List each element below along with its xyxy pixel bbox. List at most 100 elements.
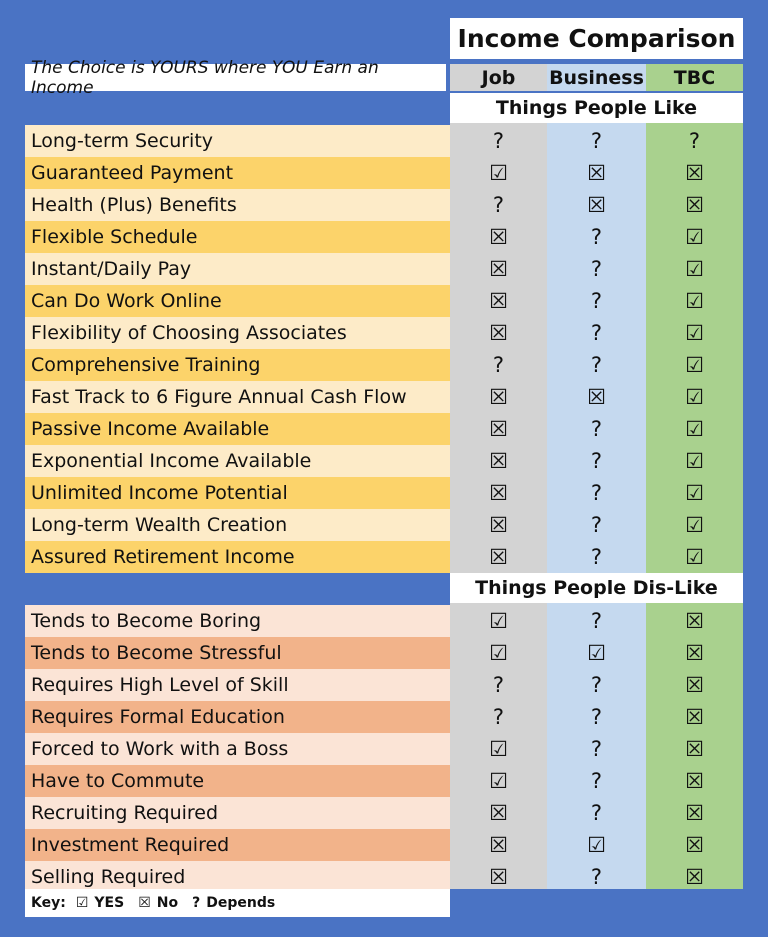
business-status-icon: ? xyxy=(590,225,603,249)
job-status-icon: ? xyxy=(492,193,505,217)
business-status-icon: ? xyxy=(590,609,603,633)
business-status-icon: ? xyxy=(590,353,603,377)
job-status-icon: ? xyxy=(492,129,505,153)
job-status-icon: ☒ xyxy=(489,385,508,409)
table-row-label: Assured Retirement Income xyxy=(25,541,450,573)
business-status-icon: ? xyxy=(590,673,603,697)
business-status-icon: ? xyxy=(590,321,603,345)
table-row-label: Long-term Security xyxy=(25,125,450,157)
job-status-icon: ☒ xyxy=(489,321,508,345)
business-column-bg xyxy=(547,123,646,889)
business-status-icon: ? xyxy=(590,865,603,889)
business-status-icon: ? xyxy=(590,417,603,441)
business-status-icon: ? xyxy=(590,545,603,569)
tbc-status-icon: ☑ xyxy=(685,417,704,441)
job-status-icon: ? xyxy=(492,673,505,697)
job-status-icon: ? xyxy=(492,353,505,377)
job-status-icon: ☒ xyxy=(489,257,508,281)
business-status-icon: ? xyxy=(590,129,603,153)
job-status-icon: ? xyxy=(492,705,505,729)
tbc-status-icon: ☑ xyxy=(685,257,704,281)
table-row-label: Exponential Income Available xyxy=(25,445,450,477)
tbc-status-icon: ☑ xyxy=(685,321,704,345)
column-header-tbc: TBC xyxy=(646,64,743,91)
table-row-label: Guaranteed Payment xyxy=(25,157,450,189)
job-status-icon: ☒ xyxy=(489,449,508,473)
tbc-status-icon: ☑ xyxy=(685,481,704,505)
table-row-label: Health (Plus) Benefits xyxy=(25,189,450,221)
tbc-status-icon: ☑ xyxy=(685,353,704,377)
business-status-icon: ? xyxy=(590,257,603,281)
table-row-label: Tends to Become Stressful xyxy=(25,637,450,669)
job-column-bg xyxy=(450,123,547,889)
tbc-status-icon: ☒ xyxy=(685,609,704,633)
column-header-job: Job xyxy=(450,64,547,91)
job-status-icon: ☑ xyxy=(489,769,508,793)
business-status-icon: ? xyxy=(590,705,603,729)
business-status-icon: ? xyxy=(590,481,603,505)
tbc-status-icon: ☒ xyxy=(685,641,704,665)
table-row-label: Tends to Become Boring xyxy=(25,605,450,637)
business-status-icon: ? xyxy=(590,769,603,793)
table-row-label: Can Do Work Online xyxy=(25,285,450,317)
job-status-icon: ☒ xyxy=(489,865,508,889)
page-title: Income Comparison xyxy=(450,18,743,59)
business-status-icon: ? xyxy=(590,801,603,825)
job-status-icon: ☒ xyxy=(489,833,508,857)
business-status-icon: ☒ xyxy=(587,385,606,409)
table-row-label: Comprehensive Training xyxy=(25,349,450,381)
tbc-status-icon: ☑ xyxy=(685,545,704,569)
tbc-status-icon: ☒ xyxy=(685,769,704,793)
job-status-icon: ☑ xyxy=(489,737,508,761)
tbc-status-icon: ☒ xyxy=(685,801,704,825)
job-status-icon: ☒ xyxy=(489,801,508,825)
table-row-label: Selling Required xyxy=(25,861,450,893)
business-status-icon: ☒ xyxy=(587,193,606,217)
tbc-status-icon: ☒ xyxy=(685,161,704,185)
business-status-icon: ☒ xyxy=(587,161,606,185)
job-status-icon: ☑ xyxy=(489,641,508,665)
key-yes-icon: ☑ xyxy=(75,895,89,911)
legend-key: Key: ☑ YES ☒ No ? Depends xyxy=(25,889,450,917)
job-status-icon: ☒ xyxy=(489,225,508,249)
table-row-label: Requires High Level of Skill xyxy=(25,669,450,701)
job-status-icon: ☒ xyxy=(489,289,508,313)
table-row-label: Flexibility of Choosing Associates xyxy=(25,317,450,349)
business-status-icon: ? xyxy=(590,289,603,313)
table-row-label: Instant/Daily Pay xyxy=(25,253,450,285)
tbc-status-icon: ? xyxy=(688,129,701,153)
key-yes-label: YES xyxy=(94,895,125,911)
tbc-status-icon: ☑ xyxy=(685,449,704,473)
likes-section-title: Things People Like xyxy=(450,93,743,123)
table-row-label: Requires Formal Education xyxy=(25,701,450,733)
business-status-icon: ? xyxy=(590,737,603,761)
key-depends-icon: ? xyxy=(192,895,201,911)
job-status-icon: ☒ xyxy=(489,481,508,505)
table-row-label: Unlimited Income Potential xyxy=(25,477,450,509)
column-header-business: Business xyxy=(547,64,646,91)
business-status-icon: ☑ xyxy=(587,641,606,665)
job-status-icon: ☑ xyxy=(489,609,508,633)
tbc-status-icon: ☒ xyxy=(685,833,704,857)
key-label: Key: xyxy=(31,895,66,911)
business-status-icon: ? xyxy=(590,449,603,473)
job-status-icon: ☒ xyxy=(489,513,508,537)
business-status-icon: ☑ xyxy=(587,833,606,857)
key-no-icon: ☒ xyxy=(138,895,151,911)
tbc-status-icon: ☑ xyxy=(685,385,704,409)
tbc-status-icon: ☒ xyxy=(685,673,704,697)
tbc-status-icon: ☒ xyxy=(685,865,704,889)
tbc-status-icon: ☒ xyxy=(685,193,704,217)
tagline: The Choice is YOURS where YOU Earn an In… xyxy=(25,58,446,98)
table-row-label: Long-term Wealth Creation xyxy=(25,509,450,541)
key-depends-label: Depends xyxy=(206,895,276,911)
table-row-label: Flexible Schedule xyxy=(25,221,450,253)
job-status-icon: ☒ xyxy=(489,417,508,441)
table-row-label: Forced to Work with a Boss xyxy=(25,733,450,765)
dislikes-section-title: Things People Dis-Like xyxy=(450,573,743,603)
table-row-label: Investment Required xyxy=(25,829,450,861)
table-row-label: Have to Commute xyxy=(25,765,450,797)
table-row-label: Passive Income Available xyxy=(25,413,450,445)
table-row-label: Fast Track to 6 Figure Annual Cash Flow xyxy=(25,381,450,413)
tbc-status-icon: ☒ xyxy=(685,705,704,729)
